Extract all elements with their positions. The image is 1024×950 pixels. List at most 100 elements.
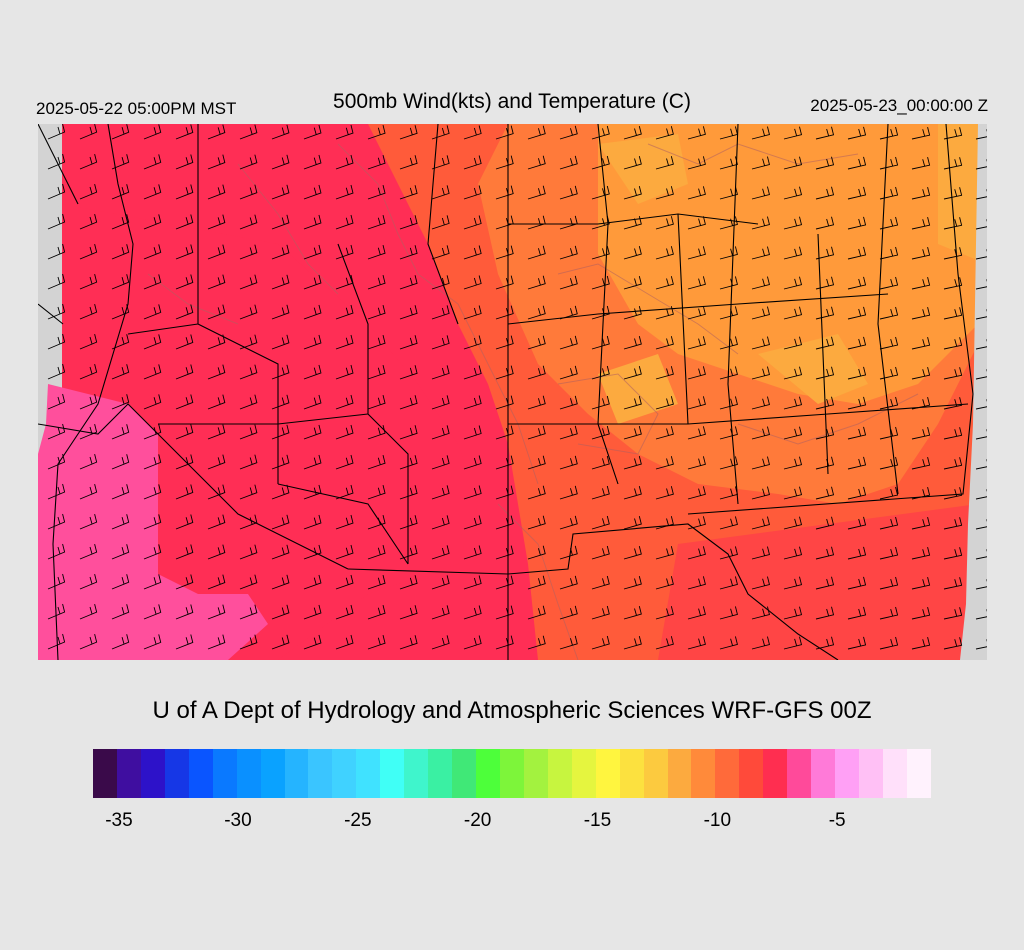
wind-barb: [335, 514, 354, 530]
wind-barb: [559, 455, 578, 470]
wind-barb: [175, 634, 194, 650]
wind-barb: [527, 125, 546, 140]
wind-barb: [847, 366, 867, 380]
wind-barb: [815, 366, 835, 380]
wind-barb: [879, 546, 899, 560]
wind-barb: [943, 187, 963, 200]
wind-barb: [943, 607, 963, 620]
wind-barb: [271, 634, 290, 650]
wind-barb: [943, 427, 963, 440]
wind-barb: [367, 245, 386, 260]
county-lines-4: [127, 323, 409, 565]
wind-barb: [815, 546, 835, 560]
wind-barb: [303, 124, 322, 140]
wind-barb: [431, 545, 450, 560]
wind-barb: [655, 246, 674, 260]
wind-barb: [303, 514, 322, 530]
map-title: 500mb Wind(kts) and Temperature (C): [333, 90, 691, 113]
colorbar-tick-label: -15: [583, 810, 612, 831]
wind-barb: [687, 156, 706, 170]
wind-barb: [175, 484, 194, 500]
wind-barb: [815, 576, 835, 590]
wind-barb: [463, 185, 482, 200]
wind-barb: [687, 426, 706, 440]
wind-barb: [175, 214, 194, 230]
wind-barb: [367, 605, 386, 620]
wind-barb: [367, 125, 386, 140]
wind-barb: [655, 576, 674, 590]
wind-barb: [655, 516, 674, 530]
wind-barb: [79, 634, 98, 650]
wind-barb: [943, 307, 963, 320]
wind-barb: [687, 396, 706, 410]
wind-barb: [303, 334, 322, 350]
wind-barb: [271, 124, 290, 140]
wind-barb: [559, 395, 578, 410]
wind-barb: [271, 154, 290, 170]
wind-barb: [783, 546, 803, 560]
colorbar-swatch: [595, 749, 620, 798]
wind-barb: [463, 365, 482, 380]
wind-barb: [975, 639, 987, 650]
wind-barb: [239, 274, 258, 290]
wind-barb: [399, 605, 418, 620]
wind-barb: [399, 485, 418, 500]
wind-barb: [751, 246, 770, 260]
wind-barb: [879, 516, 899, 530]
colorbar-swatch: [476, 749, 500, 798]
wind-barb: [687, 306, 706, 320]
colorbar-swatch: [164, 749, 189, 798]
wind-barb: [431, 485, 450, 500]
wind-barb: [911, 517, 931, 530]
colorbar-swatch: [667, 749, 692, 798]
wind-barb: [143, 244, 162, 260]
wind-barb: [783, 216, 803, 230]
wind-barb: [591, 185, 610, 200]
wind-barb: [623, 455, 642, 470]
wind-barb: [47, 243, 66, 260]
wind-barb: [815, 636, 835, 650]
wind-barb: [271, 274, 290, 290]
wind-barb: [143, 154, 162, 170]
colorbar-swatch: [811, 749, 836, 798]
wind-barb: [911, 457, 931, 470]
wind-barb: [367, 215, 386, 230]
wind-barb: [79, 184, 98, 200]
wind-barb: [271, 244, 290, 260]
wind-barb: [431, 455, 450, 470]
baja-coast: [38, 124, 79, 325]
wind-barb: [687, 546, 706, 560]
temp-zone-light-orange: [598, 124, 978, 404]
wind-barb: [431, 365, 450, 380]
wind-barb: [367, 455, 386, 470]
wind-barb: [943, 277, 963, 290]
colorbar-tick-label: -20: [463, 810, 492, 831]
wind-barb: [783, 276, 803, 290]
wind-barb: [879, 606, 899, 620]
wind-barb: [271, 544, 290, 560]
wind-barb: [271, 214, 290, 230]
wind-barb: [399, 395, 418, 410]
wind-barb: [527, 185, 546, 200]
terrain-contour: [147, 273, 239, 325]
wind-barb: [975, 219, 987, 230]
wind-barb: [79, 244, 98, 260]
wind-barb: [399, 425, 418, 440]
wind-barb: [783, 576, 803, 590]
wind-barb: [975, 579, 987, 590]
colorbar-swatch: [93, 749, 117, 798]
wind-barb: [207, 304, 226, 320]
forecast-map: [38, 124, 987, 660]
colorbar-tick-label: -5: [828, 810, 846, 831]
wind-barb: [463, 245, 482, 260]
wind-barb: [143, 214, 162, 230]
wind-barb: [527, 155, 546, 170]
colorbar-swatch: [619, 749, 644, 798]
colorbar-swatch: [547, 749, 572, 798]
wind-barb: [719, 186, 738, 200]
wind-barb: [783, 186, 803, 200]
wind-barb: [687, 576, 706, 590]
colorbar-swatch: [404, 749, 429, 798]
terrain-contour: [237, 163, 339, 295]
wind-barb: [975, 459, 987, 470]
